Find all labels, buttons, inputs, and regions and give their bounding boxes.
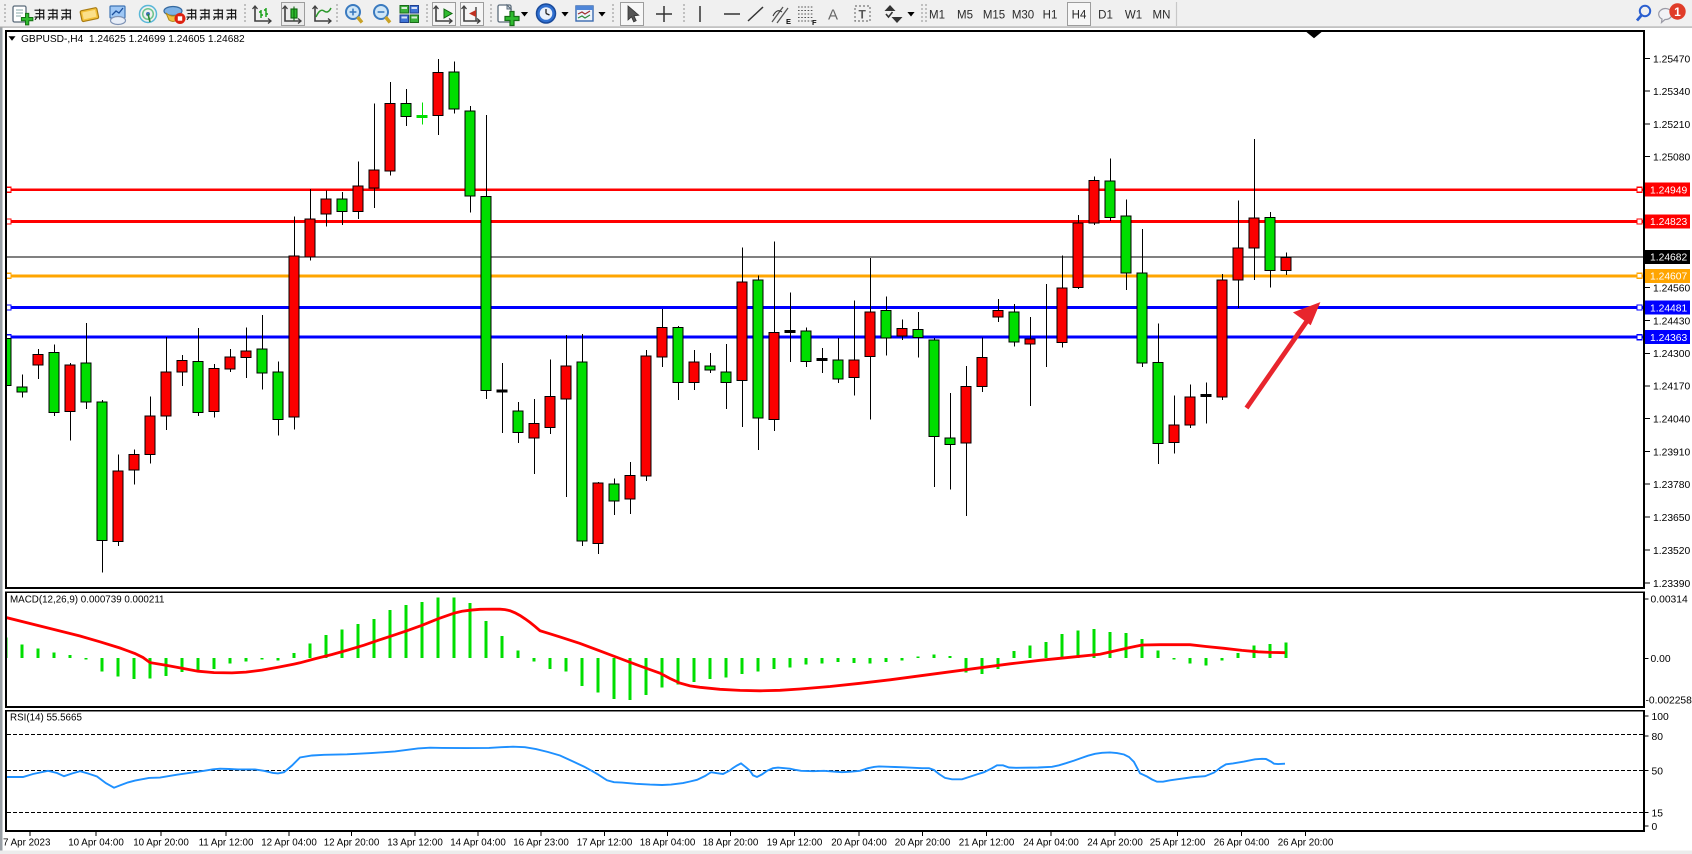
svg-text:1.23520: 1.23520 bbox=[1653, 546, 1690, 557]
svg-text:1.23910: 1.23910 bbox=[1653, 447, 1690, 458]
svg-text:18 Apr 20:00: 18 Apr 20:00 bbox=[703, 838, 759, 849]
svg-text:F: F bbox=[812, 18, 817, 27]
svg-text:80: 80 bbox=[1652, 732, 1664, 743]
svg-text:H1: H1 bbox=[1043, 10, 1058, 22]
svg-text:1.25470: 1.25470 bbox=[1653, 54, 1690, 65]
svg-text:M30: M30 bbox=[1012, 10, 1034, 22]
svg-text:11 Apr 12:00: 11 Apr 12:00 bbox=[199, 838, 254, 849]
svg-text:1.24170: 1.24170 bbox=[1653, 382, 1690, 393]
svg-text:13 Apr 12:00: 13 Apr 12:00 bbox=[387, 838, 443, 849]
svg-text:1.24363: 1.24363 bbox=[1650, 333, 1687, 344]
svg-text:H4: H4 bbox=[1072, 10, 1087, 22]
svg-text:1.24682: 1.24682 bbox=[1650, 253, 1687, 264]
svg-text:100: 100 bbox=[1652, 712, 1669, 723]
svg-text:7 Apr 2023: 7 Apr 2023 bbox=[3, 838, 51, 849]
svg-text:1.24430: 1.24430 bbox=[1653, 316, 1690, 327]
svg-text:D1: D1 bbox=[1098, 10, 1113, 22]
svg-text:1.23780: 1.23780 bbox=[1653, 480, 1690, 491]
svg-text:26 Apr 20:00: 26 Apr 20:00 bbox=[1278, 838, 1334, 849]
svg-text:MACD(12,26,9) 0.000739 0.00021: MACD(12,26,9) 0.000739 0.000211 bbox=[10, 595, 165, 606]
svg-text:0.00314: 0.00314 bbox=[1651, 595, 1688, 606]
svg-text:14 Apr 04:00: 14 Apr 04:00 bbox=[450, 838, 506, 849]
svg-text:A: A bbox=[828, 7, 838, 24]
svg-text:12 Apr 20:00: 12 Apr 20:00 bbox=[324, 838, 380, 849]
svg-text:1.24949: 1.24949 bbox=[1650, 186, 1687, 197]
svg-text:1.24300: 1.24300 bbox=[1653, 349, 1690, 360]
svg-text:1.24481: 1.24481 bbox=[1650, 303, 1687, 314]
svg-text:1.23650: 1.23650 bbox=[1653, 513, 1690, 524]
svg-text:1.25340: 1.25340 bbox=[1653, 87, 1690, 98]
svg-text:E: E bbox=[786, 17, 791, 26]
svg-text:0.00: 0.00 bbox=[1651, 654, 1671, 665]
svg-text:24 Apr 04:00: 24 Apr 04:00 bbox=[1023, 838, 1079, 849]
svg-text:1.25210: 1.25210 bbox=[1653, 120, 1690, 131]
svg-text:21 Apr 12:00: 21 Apr 12:00 bbox=[959, 838, 1015, 849]
svg-text:1.25080: 1.25080 bbox=[1653, 153, 1690, 164]
svg-text:RSI(14) 55.5665: RSI(14) 55.5665 bbox=[10, 713, 82, 724]
svg-text:0: 0 bbox=[1652, 822, 1658, 833]
svg-text:24 Apr 20:00: 24 Apr 20:00 bbox=[1087, 838, 1143, 849]
svg-text:1.24040: 1.24040 bbox=[1653, 414, 1690, 425]
svg-text:26 Apr 04:00: 26 Apr 04:00 bbox=[1214, 838, 1270, 849]
svg-text:50: 50 bbox=[1652, 766, 1664, 777]
svg-text:20 Apr 20:00: 20 Apr 20:00 bbox=[895, 838, 951, 849]
svg-text:MN: MN bbox=[1153, 10, 1171, 22]
svg-text:W1: W1 bbox=[1125, 10, 1142, 22]
svg-text:1.23390: 1.23390 bbox=[1653, 579, 1690, 590]
svg-text:M15: M15 bbox=[983, 10, 1005, 22]
svg-text:1.24560: 1.24560 bbox=[1653, 283, 1690, 294]
svg-text:-0.002258: -0.002258 bbox=[1646, 695, 1692, 706]
svg-text:16 Apr 23:00: 16 Apr 23:00 bbox=[513, 838, 569, 849]
svg-text:1.24607: 1.24607 bbox=[1650, 272, 1687, 283]
svg-text:T: T bbox=[859, 8, 867, 22]
svg-text:20 Apr 04:00: 20 Apr 04:00 bbox=[831, 838, 887, 849]
svg-text:15: 15 bbox=[1652, 808, 1664, 819]
svg-text:12 Apr 04:00: 12 Apr 04:00 bbox=[261, 838, 317, 849]
svg-text:1: 1 bbox=[1674, 5, 1681, 19]
svg-text:25 Apr 12:00: 25 Apr 12:00 bbox=[1150, 838, 1206, 849]
svg-text:GBPUSD-,H4 1.24625 1.24699 1.: GBPUSD-,H4 1.24625 1.24699 1.24605 1.246… bbox=[21, 34, 245, 45]
svg-text:19 Apr 12:00: 19 Apr 12:00 bbox=[767, 838, 823, 849]
svg-text:17 Apr 12:00: 17 Apr 12:00 bbox=[577, 838, 633, 849]
svg-text:M1: M1 bbox=[929, 10, 945, 22]
svg-text:1.24823: 1.24823 bbox=[1650, 217, 1687, 228]
svg-text:M5: M5 bbox=[957, 10, 973, 22]
svg-text:10 Apr 04:00: 10 Apr 04:00 bbox=[68, 838, 124, 849]
svg-text:18 Apr 04:00: 18 Apr 04:00 bbox=[640, 838, 696, 849]
svg-text:10 Apr 20:00: 10 Apr 20:00 bbox=[133, 838, 189, 849]
